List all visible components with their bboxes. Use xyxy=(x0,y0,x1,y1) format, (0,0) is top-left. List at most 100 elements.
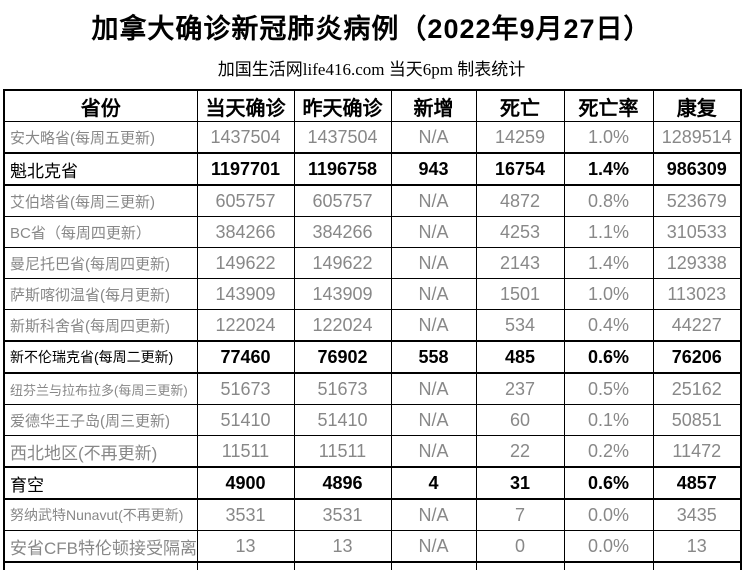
deaths-value: 31 xyxy=(475,466,565,500)
death-rate-value: 1.4% xyxy=(563,247,654,279)
deaths-value: 0 xyxy=(475,530,565,563)
deaths-value: 4253 xyxy=(475,216,565,248)
province-label: 西北地区(不再更新) xyxy=(3,435,198,468)
table-row: 新斯科舍省(每周四更新) 122024 122024 N/A 534 0.4% … xyxy=(3,309,742,342)
deaths-value: 22 xyxy=(475,435,565,468)
recovered-value: 129338 xyxy=(652,247,742,279)
deaths-value: 4872 xyxy=(475,184,565,217)
col-header-province: 省份 xyxy=(3,89,198,122)
header-row: 省份 当天确诊 昨天确诊 新增 死亡 死亡率 康复 xyxy=(3,89,742,122)
today-confirmed-value: 1197701 xyxy=(196,152,295,186)
today-confirmed-value: 1437504 xyxy=(196,121,295,154)
recovered-value: 11472 xyxy=(652,435,742,468)
recovered-value: 44227 xyxy=(652,309,742,342)
new-cases-value: N/A xyxy=(390,404,477,436)
yesterday-confirmed-value: 143909 xyxy=(293,278,392,310)
new-cases-value: N/A xyxy=(390,435,477,468)
recovered-value: 523679 xyxy=(652,184,742,217)
recovered-value: 310533 xyxy=(652,216,742,248)
province-label: 育空 xyxy=(3,466,198,500)
recovered-value: 3568619 xyxy=(652,561,742,570)
table-row: 育空 4900 4896 4 31 0.6% 4857 xyxy=(3,466,742,500)
today-confirmed-value: 51673 xyxy=(196,372,295,405)
col-header-death-rate: 死亡率 xyxy=(563,89,654,122)
today-confirmed-value: 4900 xyxy=(196,466,295,500)
col-header-today-confirmed: 当天确诊 xyxy=(196,89,295,122)
new-cases-value: 558 xyxy=(390,340,477,374)
table-row: 西北地区(不再更新) 11511 11511 N/A 22 0.2% 11472 xyxy=(3,435,742,468)
province-label: 安大略省(每周五更新) xyxy=(3,121,198,154)
table-body: 安大略省(每周五更新) 1437504 1437504 N/A 14259 1.… xyxy=(3,121,742,570)
table-row: 曼尼托巴省(每周四更新) 149622 149622 N/A 2143 1.4%… xyxy=(3,247,742,279)
table-row: 安省CFB特伦顿接受隔离 13 13 N/A 0 0.0% 13 xyxy=(3,530,742,563)
recovered-value: 25162 xyxy=(652,372,742,405)
new-cases-value: N/A xyxy=(390,372,477,405)
province-label: 爱德华王子岛(周三更新) xyxy=(3,404,198,436)
deaths-value: 1501 xyxy=(475,278,565,310)
recovered-value: 13 xyxy=(652,530,742,563)
today-confirmed-value: 13 xyxy=(196,530,295,563)
table-row: 总数 4241281 4239776 1505 45158 1.1% 35686… xyxy=(3,561,742,570)
deaths-value: 237 xyxy=(475,372,565,405)
death-rate-value: 0.0% xyxy=(563,498,654,531)
today-confirmed-value: 51410 xyxy=(196,404,295,436)
province-label: 新不伦瑞克省(每周二更新) xyxy=(3,340,198,374)
table-row: 魁北克省 1197701 1196758 943 16754 1.4% 9863… xyxy=(3,152,742,186)
province-label: 萨斯喀彻温省(每月更新) xyxy=(3,278,198,310)
yesterday-confirmed-value: 384266 xyxy=(293,216,392,248)
death-rate-value: 0.8% xyxy=(563,184,654,217)
new-cases-value: N/A xyxy=(390,121,477,154)
today-confirmed-value: 77460 xyxy=(196,340,295,374)
new-cases-value: N/A xyxy=(390,216,477,248)
col-header-recovered: 康复 xyxy=(652,89,742,122)
new-cases-value: N/A xyxy=(390,530,477,563)
death-rate-value: 1.0% xyxy=(563,121,654,154)
province-label: 魁北克省 xyxy=(3,152,198,186)
col-header-new-cases: 新增 xyxy=(390,89,477,122)
today-confirmed-value: 122024 xyxy=(196,309,295,342)
yesterday-confirmed-value: 1196758 xyxy=(293,152,392,186)
yesterday-confirmed-value: 51410 xyxy=(293,404,392,436)
today-confirmed-value: 4241281 xyxy=(196,561,295,570)
province-label: 新斯科舍省(每周四更新) xyxy=(3,309,198,342)
death-rate-value: 0.5% xyxy=(563,372,654,405)
recovered-value: 3435 xyxy=(652,498,742,531)
deaths-value: 7 xyxy=(475,498,565,531)
yesterday-confirmed-value: 3531 xyxy=(293,498,392,531)
recovered-value: 76206 xyxy=(652,340,742,374)
recovered-value: 986309 xyxy=(652,152,742,186)
table-row: 艾伯塔省(每周三更新) 605757 605757 N/A 4872 0.8% … xyxy=(3,184,742,217)
today-confirmed-value: 605757 xyxy=(196,184,295,217)
table-row: 萨斯喀彻温省(每月更新) 143909 143909 N/A 1501 1.0%… xyxy=(3,278,742,310)
yesterday-confirmed-value: 605757 xyxy=(293,184,392,217)
death-rate-value: 0.2% xyxy=(563,435,654,468)
new-cases-value: 4 xyxy=(390,466,477,500)
death-rate-value: 0.6% xyxy=(563,340,654,374)
today-confirmed-value: 384266 xyxy=(196,216,295,248)
table-row: 纽芬兰与拉布拉多(每周三更新) 51673 51673 N/A 237 0.5%… xyxy=(3,372,742,405)
new-cases-value: N/A xyxy=(390,278,477,310)
deaths-value: 534 xyxy=(475,309,565,342)
page-title: 加拿大确诊新冠肺炎病例（2022年9月27日） xyxy=(91,14,652,44)
province-label: 曼尼托巴省(每周四更新) xyxy=(3,247,198,279)
page-subtitle: 加国生活网life416.com 当天6pm 制表统计 xyxy=(217,60,526,79)
yesterday-confirmed-value: 1437504 xyxy=(293,121,392,154)
deaths-value: 16754 xyxy=(475,152,565,186)
death-rate-value: 0.4% xyxy=(563,309,654,342)
yesterday-confirmed-value: 4896 xyxy=(293,466,392,500)
province-label: 总数 xyxy=(3,561,198,570)
yesterday-confirmed-value: 149622 xyxy=(293,247,392,279)
col-header-yesterday-confirmed: 昨天确诊 xyxy=(293,89,392,122)
yesterday-confirmed-value: 51673 xyxy=(293,372,392,405)
new-cases-value: N/A xyxy=(390,498,477,531)
col-header-deaths: 死亡 xyxy=(475,89,565,122)
today-confirmed-value: 11511 xyxy=(196,435,295,468)
province-label: 努纳武特Nunavut(不再更新) xyxy=(3,498,198,531)
yesterday-confirmed-value: 13 xyxy=(293,530,392,563)
table-row: 努纳武特Nunavut(不再更新) 3531 3531 N/A 7 0.0% 3… xyxy=(3,498,742,531)
recovered-value: 4857 xyxy=(652,466,742,500)
table-row: 新不伦瑞克省(每周二更新) 77460 76902 558 485 0.6% 7… xyxy=(3,340,742,374)
death-rate-value: 1.1% xyxy=(563,561,654,570)
deaths-value: 2143 xyxy=(475,247,565,279)
